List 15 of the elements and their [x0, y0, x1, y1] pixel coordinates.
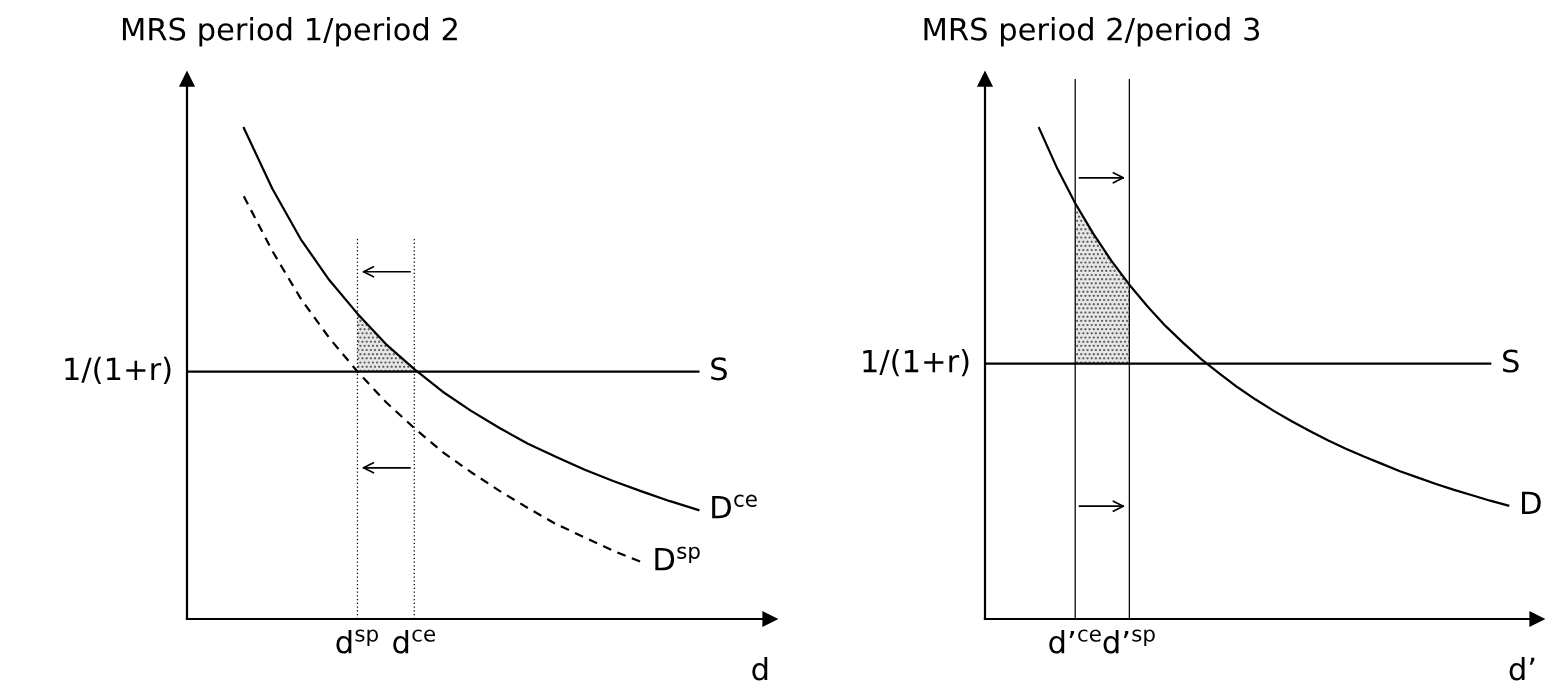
- chart-title: MRS period 1/period 2: [122, 17, 457, 47]
- series-label: S: [1503, 349, 1519, 373]
- x-tick-label: d’$^{ce}$: [1049, 629, 1101, 654]
- series-label: S: [711, 357, 727, 381]
- chart-title: MRS period 2/period 3: [924, 17, 1260, 47]
- x-tick-label: d$^{sp}$: [336, 629, 378, 654]
- text: 1/(1+r): [863, 348, 969, 377]
- x-tick-label: d’$^{sp}$: [1103, 629, 1155, 654]
- series-label: D: [1522, 491, 1541, 515]
- text: 1/(1+r): [65, 356, 171, 385]
- x-axis-title: d: [752, 656, 768, 681]
- series-label: D$^{ce}$: [712, 494, 757, 519]
- series-label: D$^{sp}$: [655, 546, 700, 571]
- x-tick-label: d$^{ce}$: [393, 629, 435, 654]
- x-axis-title: d’: [1509, 656, 1535, 681]
